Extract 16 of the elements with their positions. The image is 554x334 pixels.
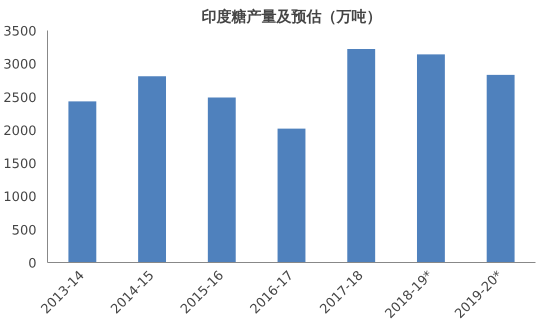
bar [486,74,515,262]
y-tick-label: 1500 [3,157,37,172]
chart-title: 印度糖产量及预估（万吨） [202,8,382,26]
y-tick-label: 3500 [3,24,37,40]
y-tick-label: 3000 [3,58,37,73]
bar [208,97,236,262]
y-tick-label: 2500 [3,90,37,106]
bar [138,76,166,262]
y-tick-label: 2000 [3,124,37,139]
y-tick-label: 1000 [3,190,37,206]
bar [278,128,306,262]
y-tick-label: 0 [28,256,37,272]
bar [347,49,376,262]
bar [68,101,96,262]
bar [416,54,445,262]
y-tick-label: 500 [12,223,37,238]
